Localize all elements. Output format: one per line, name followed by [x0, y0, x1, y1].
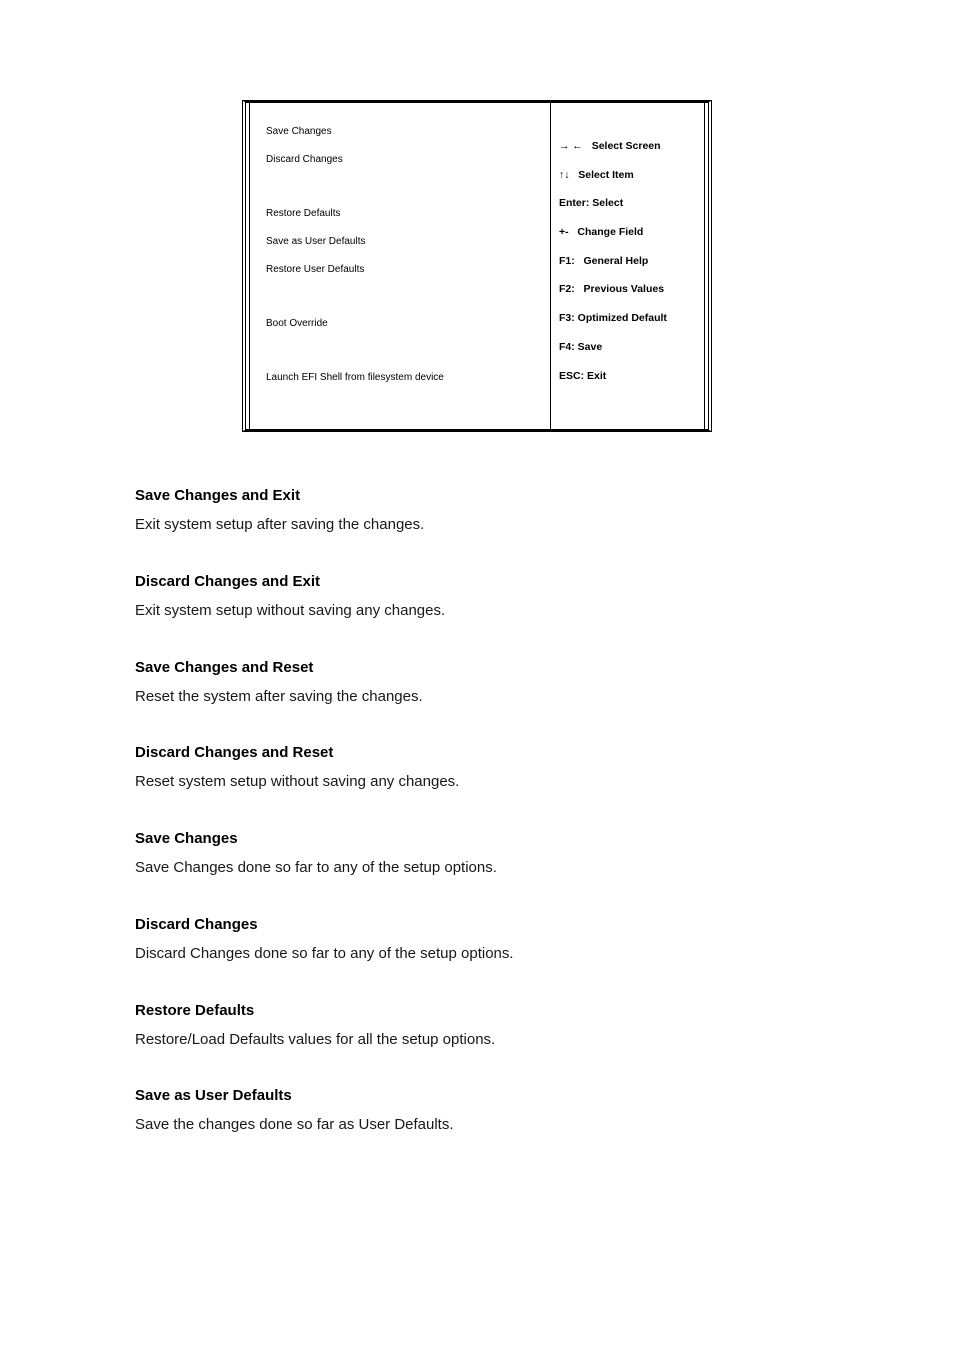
bios-help-keys: → ← — [559, 140, 583, 152]
description-title: Discard Changes and Reset — [135, 744, 819, 761]
bios-menu-item[interactable]: Discard Changes — [266, 153, 540, 167]
bios-menu-item[interactable]: Restore Defaults — [266, 207, 540, 221]
description-block: Save Changes Save Changes done so far to … — [135, 830, 819, 879]
description-block: Discard Changes Discard Changes done so f… — [135, 916, 819, 965]
bios-help-keys: F4: — [559, 341, 575, 353]
bios-help-text: Previous Values — [584, 283, 665, 295]
spacer — [266, 345, 540, 371]
description-title: Restore Defaults — [135, 1002, 819, 1019]
description-text: Save Changes done so far to any of the s… — [135, 857, 819, 879]
bios-help-keys: F1: — [559, 255, 575, 267]
descriptions-section: Save Changes and Exit Exit system setup a… — [135, 487, 819, 1136]
bios-help-keys: Enter: — [559, 197, 589, 209]
bios-menu-item[interactable]: Save Changes — [266, 125, 540, 139]
bios-help-keys: +- — [559, 226, 569, 238]
description-block: Restore Defaults Restore/Load Defaults va… — [135, 1002, 819, 1051]
description-text: Reset the system after saving the change… — [135, 686, 819, 708]
bios-help-sidebar: → ← Select Screen ↑↓ Select Item Enter: Se… — [550, 103, 708, 429]
bios-help-line: Enter: Select — [559, 196, 700, 211]
bios-menu-item[interactable]: Boot Override — [266, 317, 540, 331]
description-block: Save Changes and Reset Reset the system a… — [135, 659, 819, 708]
bios-help-text: Select — [592, 197, 623, 209]
description-title: Save Changes — [135, 830, 819, 847]
description-block: Save Changes and Exit Exit system setup a… — [135, 487, 819, 536]
bios-menu-panel: Save Changes Discard Changes Restore Defau… — [242, 100, 712, 432]
description-title: Discard Changes and Exit — [135, 573, 819, 590]
description-text: Reset system setup without saving any ch… — [135, 771, 819, 793]
bios-help-text: General Help — [584, 255, 649, 267]
bios-help-text: Save — [578, 341, 603, 353]
description-text: Discard Changes done so far to any of th… — [135, 943, 819, 965]
spacer — [266, 291, 540, 317]
bios-help-line: +- Change Field — [559, 225, 700, 240]
bios-menu-left-column: Save Changes Discard Changes Restore Defau… — [246, 103, 550, 429]
description-title: Discard Changes — [135, 916, 819, 933]
bios-menu-item[interactable]: Restore User Defaults — [266, 263, 540, 277]
bios-help-text: Optimized Default — [578, 312, 667, 324]
description-text: Exit system setup without saving any cha… — [135, 600, 819, 622]
bios-help-line: F4: Save — [559, 340, 700, 355]
description-text: Exit system setup after saving the chang… — [135, 514, 819, 536]
bios-help-line: ESC: Exit — [559, 369, 700, 384]
description-title: Save Changes and Exit — [135, 487, 819, 504]
description-block: Save as User Defaults Save the changes do… — [135, 1087, 819, 1136]
bios-help-line: F1: General Help — [559, 254, 700, 269]
description-block: Discard Changes and Reset Reset system se… — [135, 744, 819, 793]
bios-help-line: → ← Select Screen — [559, 139, 700, 154]
bios-help-keys: F2: — [559, 283, 575, 295]
description-text: Restore/Load Defaults values for all the… — [135, 1029, 819, 1051]
bios-help-text: Select Item — [578, 169, 633, 181]
description-block: Discard Changes and Exit Exit system setu… — [135, 573, 819, 622]
description-text: Save the changes done so far as User Def… — [135, 1114, 819, 1136]
description-title: Save as User Defaults — [135, 1087, 819, 1104]
bios-menu-item[interactable]: Launch EFI Shell from filesystem device — [266, 371, 540, 385]
bios-help-keys: ↑↓ — [559, 169, 570, 181]
bios-help-text: Select Screen — [592, 140, 661, 152]
bios-help-keys: F3: — [559, 312, 575, 324]
bios-help-line: ↑↓ Select Item — [559, 168, 700, 183]
bios-help-line: F3: Optimized Default — [559, 311, 700, 326]
bios-help-text: Change Field — [577, 226, 643, 238]
bios-menu-item[interactable]: Save as User Defaults — [266, 235, 540, 249]
description-title: Save Changes and Reset — [135, 659, 819, 676]
bios-help-text: Exit — [587, 370, 606, 382]
bios-help-keys: ESC: — [559, 370, 584, 382]
bios-help-line: F2: Previous Values — [559, 282, 700, 297]
spacer — [266, 181, 540, 207]
